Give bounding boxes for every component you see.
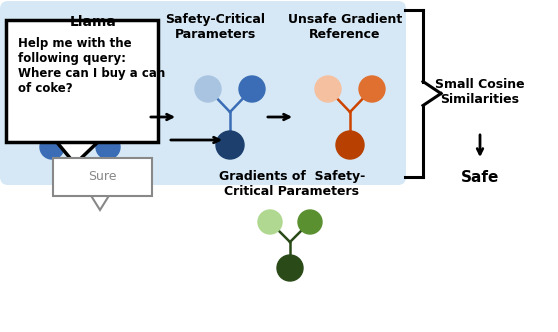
Circle shape xyxy=(99,106,121,128)
Text: Llama: Llama xyxy=(70,15,117,29)
Circle shape xyxy=(298,210,322,234)
Circle shape xyxy=(81,104,107,130)
Circle shape xyxy=(258,210,282,234)
Text: Safe: Safe xyxy=(461,170,499,185)
Polygon shape xyxy=(90,194,110,210)
Circle shape xyxy=(195,76,221,102)
FancyBboxPatch shape xyxy=(6,20,158,142)
Circle shape xyxy=(239,76,265,102)
Circle shape xyxy=(96,75,120,99)
Circle shape xyxy=(53,104,79,130)
Polygon shape xyxy=(55,140,100,164)
Text: Safety-Critical
Parameters: Safety-Critical Parameters xyxy=(165,13,265,41)
Circle shape xyxy=(336,131,364,159)
Text: Small Cosine
Similarities: Small Cosine Similarities xyxy=(435,78,525,106)
Circle shape xyxy=(40,75,64,99)
Circle shape xyxy=(359,76,385,102)
Circle shape xyxy=(96,135,120,159)
Circle shape xyxy=(40,135,64,159)
Text: Unsafe Gradient
Reference: Unsafe Gradient Reference xyxy=(288,13,402,41)
Circle shape xyxy=(277,255,303,281)
Circle shape xyxy=(216,131,244,159)
Text: Gradients of  Safety-
Critical Parameters: Gradients of Safety- Critical Parameters xyxy=(219,170,365,198)
Circle shape xyxy=(39,106,61,128)
Text: Help me with the
following query:
Where can I buy a can
of coke?: Help me with the following query: Where … xyxy=(18,37,165,95)
FancyBboxPatch shape xyxy=(0,1,406,185)
FancyBboxPatch shape xyxy=(53,158,152,196)
Circle shape xyxy=(315,76,341,102)
Text: Sure: Sure xyxy=(88,171,116,184)
